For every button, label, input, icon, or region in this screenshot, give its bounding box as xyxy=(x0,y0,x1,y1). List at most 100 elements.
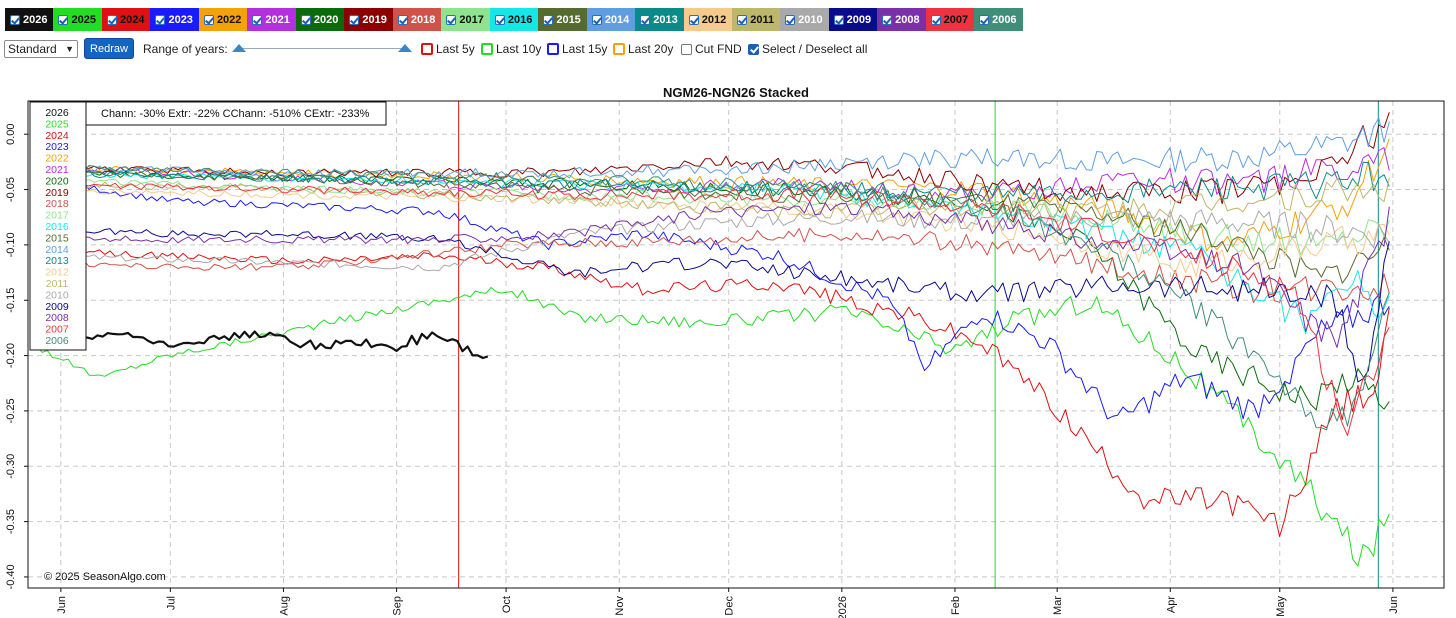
year-checkbox[interactable] xyxy=(591,14,602,25)
year-toggle-2008[interactable]: 2008 xyxy=(877,8,926,31)
year-toggle-label: 2019 xyxy=(362,13,387,26)
year-checkbox[interactable] xyxy=(979,14,990,25)
year-checkbox[interactable] xyxy=(155,14,166,25)
series-line-2016 xyxy=(31,169,1390,335)
year-toggle-2024[interactable]: 2024 xyxy=(101,8,151,31)
legend-item-2026[interactable]: 2026 xyxy=(45,107,69,119)
year-checkbox[interactable] xyxy=(397,14,408,25)
last-5y-toggle[interactable]: Last 5y xyxy=(421,38,475,60)
chevron-down-icon: ▼ xyxy=(65,44,74,54)
year-toggle-2018[interactable]: 2018 xyxy=(392,8,442,31)
year-checkbox[interactable] xyxy=(106,14,117,25)
year-checkbox[interactable] xyxy=(58,14,69,25)
range-of-years-slider[interactable] xyxy=(232,38,412,60)
series-line-2022 xyxy=(31,138,1390,252)
select-all-checkbox[interactable] xyxy=(748,43,759,55)
legend-item-2025[interactable]: 2025 xyxy=(45,118,69,130)
legend-item-2009[interactable]: 2009 xyxy=(45,301,69,313)
cut-fnd-checkbox[interactable] xyxy=(681,43,692,55)
year-checkbox[interactable] xyxy=(203,14,214,25)
year-toggle-2009[interactable]: 2009 xyxy=(828,8,878,31)
year-toggle-2026[interactable]: 2026 xyxy=(5,8,54,31)
range-of-years-label: Range of years: xyxy=(143,42,228,56)
last-15y-checkbox[interactable] xyxy=(547,43,559,55)
year-toggle-label: 2009 xyxy=(846,13,872,26)
year-checkbox[interactable] xyxy=(882,14,893,25)
legend-item-2017[interactable]: 2017 xyxy=(45,210,69,222)
x-tick-label: Apr xyxy=(1165,596,1177,613)
x-tick-label: Dec xyxy=(724,596,736,616)
year-toggle-2006[interactable]: 2006 xyxy=(974,8,1023,31)
slider-handle-end[interactable] xyxy=(398,44,412,52)
slider-handle-start[interactable] xyxy=(232,44,246,52)
last-20y-checkbox[interactable] xyxy=(613,43,625,55)
series-line-2020 xyxy=(31,170,1390,411)
redraw-button[interactable]: Redraw xyxy=(84,38,134,59)
year-toggle-2025[interactable]: 2025 xyxy=(53,8,102,31)
year-toggle-2020[interactable]: 2020 xyxy=(295,8,345,31)
legend-item-2020[interactable]: 2020 xyxy=(45,175,69,187)
year-checkbox[interactable] xyxy=(737,14,748,25)
mode-select[interactable]: Standard ▼ xyxy=(4,40,78,58)
year-toggle-2007[interactable]: 2007 xyxy=(925,8,975,31)
legend-item-2015[interactable]: 2015 xyxy=(45,232,69,244)
year-checkbox[interactable] xyxy=(785,14,796,25)
legend-item-2018[interactable]: 2018 xyxy=(45,198,69,210)
year-checkbox[interactable] xyxy=(10,14,20,25)
legend-item-2016[interactable]: 2016 xyxy=(45,221,69,233)
legend-item-2007[interactable]: 2007 xyxy=(45,324,69,336)
cut-fnd-label: Cut FND xyxy=(695,42,742,56)
legend-item-2013[interactable]: 2013 xyxy=(45,255,69,267)
year-toggle-2017[interactable]: 2017 xyxy=(441,8,490,31)
legend-item-2006[interactable]: 2006 xyxy=(45,335,69,347)
legend-item-2008[interactable]: 2008 xyxy=(45,312,69,324)
year-toggle-2023[interactable]: 2023 xyxy=(150,8,199,31)
year-checkbox[interactable] xyxy=(833,14,844,25)
slider-track xyxy=(238,48,406,49)
year-toggle-2014[interactable]: 2014 xyxy=(586,8,636,31)
series-line-2011 xyxy=(31,177,1390,221)
select-all-toggle[interactable]: Select / Deselect all xyxy=(748,38,867,60)
year-toggle-2019[interactable]: 2019 xyxy=(344,8,393,31)
legend-item-2014[interactable]: 2014 xyxy=(45,244,69,256)
legend-item-2023[interactable]: 2023 xyxy=(45,141,69,153)
legend-item-2024[interactable]: 2024 xyxy=(45,130,69,142)
x-tick-label: Oct xyxy=(501,596,513,613)
legend-item-2022[interactable]: 2022 xyxy=(45,153,69,165)
year-toggle-label: 2022 xyxy=(216,13,242,26)
year-toggle-2022[interactable]: 2022 xyxy=(198,8,248,31)
year-toggle-2015[interactable]: 2015 xyxy=(538,8,587,31)
year-toggle-2010[interactable]: 2010 xyxy=(780,8,829,31)
last-5y-checkbox[interactable] xyxy=(421,43,433,55)
year-checkbox[interactable] xyxy=(300,14,311,25)
last-10y-checkbox[interactable] xyxy=(481,43,493,55)
year-toggle-2012[interactable]: 2012 xyxy=(683,8,733,31)
last-10y-toggle[interactable]: Last 10y xyxy=(481,38,541,60)
year-toggle-label: 2012 xyxy=(701,13,727,26)
x-tick-label: Nov xyxy=(614,596,626,616)
year-toggle-2016[interactable]: 2016 xyxy=(489,8,539,31)
year-checkbox[interactable] xyxy=(446,14,457,25)
year-checkbox[interactable] xyxy=(252,14,263,25)
last-20y-toggle[interactable]: Last 20y xyxy=(613,38,673,60)
year-checkbox[interactable] xyxy=(543,14,554,25)
cut-fnd-toggle[interactable]: Cut FND xyxy=(681,38,742,60)
year-checkbox[interactable] xyxy=(494,14,505,25)
legend-box xyxy=(29,101,87,351)
legend-item-2011[interactable]: 2011 xyxy=(46,278,69,290)
year-toggle-2013[interactable]: 2013 xyxy=(635,8,684,31)
year-toggle-2011[interactable]: 2011 xyxy=(732,8,781,31)
year-checkbox[interactable] xyxy=(640,14,651,25)
year-checkbox[interactable] xyxy=(930,14,941,25)
last-15y-toggle[interactable]: Last 15y xyxy=(547,38,607,60)
year-toggle-2021[interactable]: 2021 xyxy=(247,8,296,31)
year-checkbox[interactable] xyxy=(349,14,360,25)
legend-item-2019[interactable]: 2019 xyxy=(45,187,69,199)
legend-item-2012[interactable]: 2012 xyxy=(45,267,69,279)
legend-item-2010[interactable]: 2010 xyxy=(45,289,69,301)
year-checkbox[interactable] xyxy=(688,14,699,25)
stats-text: Chann: -30% Extr: -22% CChann: -510% CEx… xyxy=(101,108,370,120)
legend-item-2021[interactable]: 2021 xyxy=(45,164,69,176)
year-toggle-label: 2025 xyxy=(71,13,96,26)
series-line-2025 xyxy=(31,287,1390,567)
